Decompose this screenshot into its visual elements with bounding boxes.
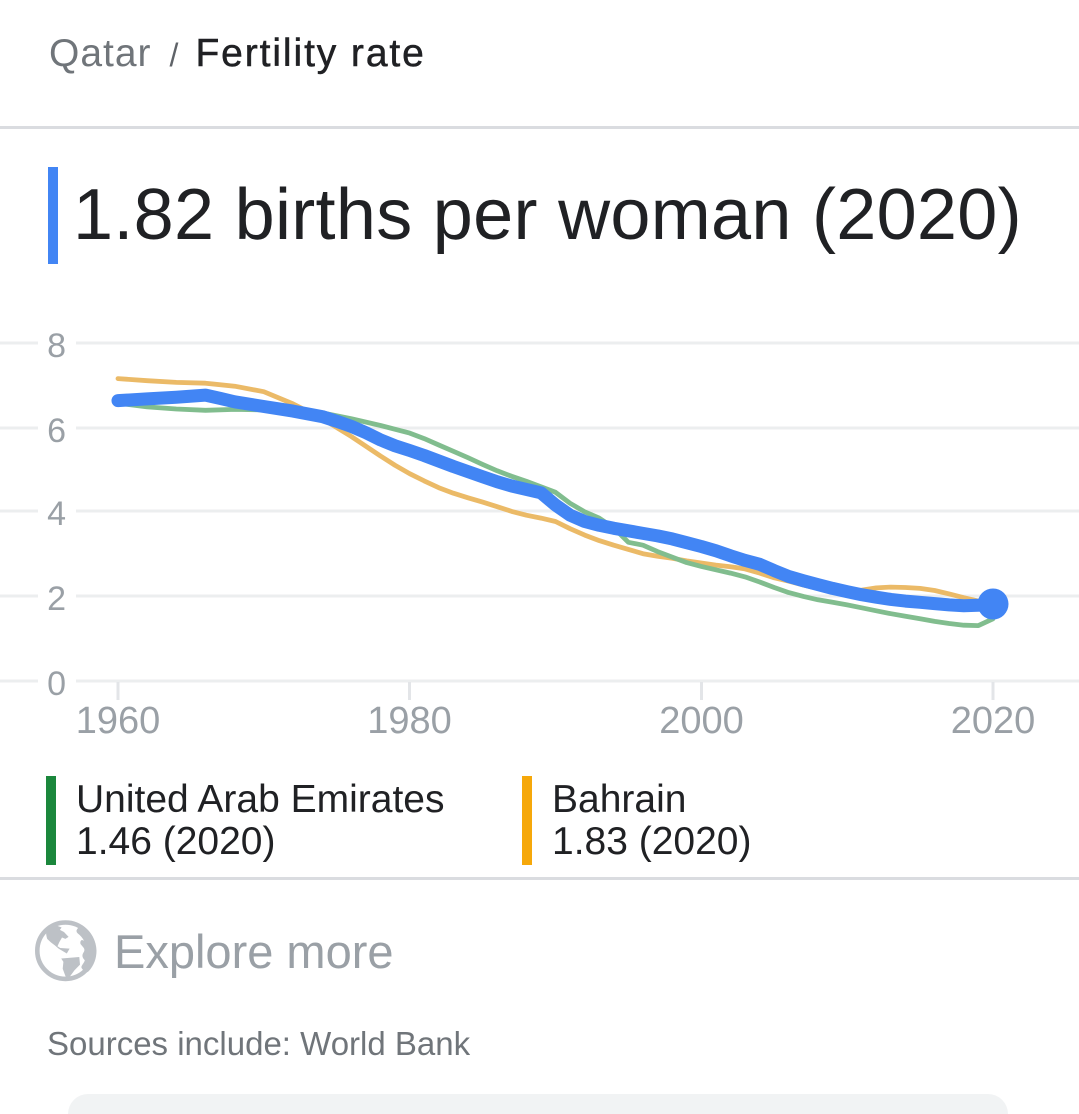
svg-text:4: 4 bbox=[47, 495, 66, 533]
svg-text:1980: 1980 bbox=[367, 700, 452, 742]
svg-text:1960: 1960 bbox=[76, 700, 161, 742]
svg-text:0: 0 bbox=[47, 665, 66, 703]
svg-text:6: 6 bbox=[47, 412, 66, 450]
svg-text:8: 8 bbox=[47, 327, 66, 365]
svg-text:2000: 2000 bbox=[659, 700, 744, 742]
svg-text:2020: 2020 bbox=[951, 700, 1036, 742]
svg-text:2: 2 bbox=[47, 580, 66, 618]
